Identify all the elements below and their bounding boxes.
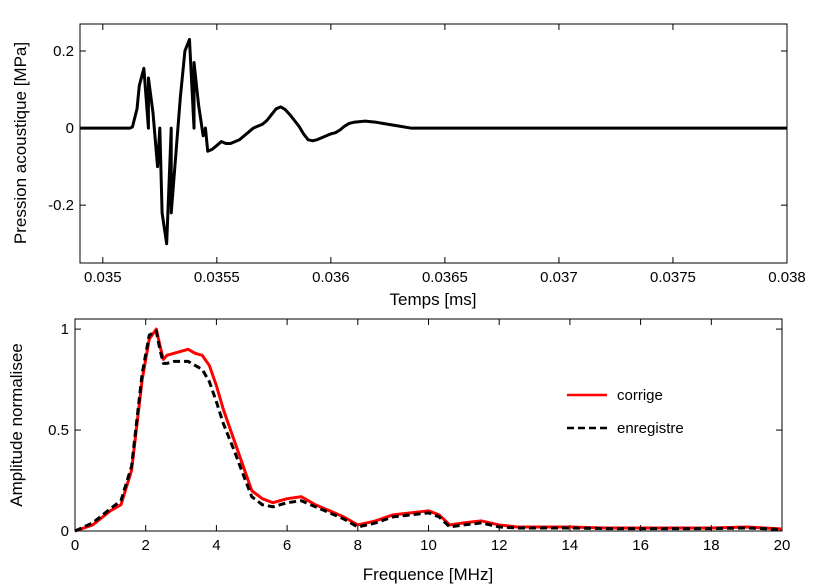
time-xtick-label: 0.035	[84, 269, 122, 286]
time-series-line-0	[80, 37, 787, 246]
spectrum-plot-area	[74, 318, 783, 532]
spectrum-xtick-label: 10	[420, 537, 437, 554]
legend: corrige enregistre	[567, 387, 684, 437]
spectrum-xlabel: Frequence [MHz]	[363, 565, 493, 584]
spectrum-ytick-label: 1	[61, 321, 69, 338]
spectrum-xtick-label: 20	[774, 537, 791, 554]
time-ytick-label: 0	[66, 120, 74, 137]
spectrum-xtick-label: 14	[562, 537, 579, 554]
time-ticks: 0.035 0.0355 0.036 0.0365 0.037 0.0375 0.038 0.…	[48, 24, 806, 286]
legend-label-enregistre: enregistre	[617, 420, 684, 437]
spectrum-series-group	[74, 327, 783, 533]
spectrum-xtick-label: 16	[632, 537, 649, 554]
spectrum-xtick-label: 0	[71, 537, 79, 554]
spectrum-ytick-label: 0	[61, 523, 69, 540]
time-ylabel: Pression acoustique [MPa]	[11, 42, 30, 244]
time-xtick-label: 0.0355	[194, 269, 240, 286]
time-xtick-label: 0.0365	[422, 269, 468, 286]
spectrum-xtick-label: 8	[354, 537, 362, 554]
spectrum-xtick-label: 6	[283, 537, 291, 554]
time-xtick-label: 0.0375	[650, 269, 696, 286]
time-series-group	[80, 37, 787, 246]
time-xtick-label: 0.036	[312, 269, 350, 286]
time-xtick-label: 0.038	[768, 269, 806, 286]
time-ytick-label: 0.2	[53, 43, 74, 60]
time-xtick-label: 0.037	[540, 269, 578, 286]
legend-label-corrige: corrige	[617, 387, 663, 404]
spectrum-xtick-label: 18	[703, 537, 720, 554]
time-chart: Temps [ms] Pression acoustique [MPa] 0.0…	[11, 23, 806, 309]
spectrum-ylabel: Amplitude normalisee	[7, 343, 26, 506]
spectrum-xtick-label: 4	[212, 537, 220, 554]
time-plot-area	[79, 23, 788, 264]
spectrum-ytick-label: 0.5	[48, 422, 69, 439]
spectrum-xtick-label: 12	[491, 537, 508, 554]
spectrum-series-line-enregistre	[74, 329, 783, 533]
time-ytick-label: -0.2	[48, 197, 74, 214]
spectrum-chart: Frequence [MHz] Amplitude normalisee 0 2 4…	[7, 318, 791, 584]
spectrum-xtick-label: 2	[142, 537, 150, 554]
time-xlabel: Temps [ms]	[390, 290, 477, 309]
